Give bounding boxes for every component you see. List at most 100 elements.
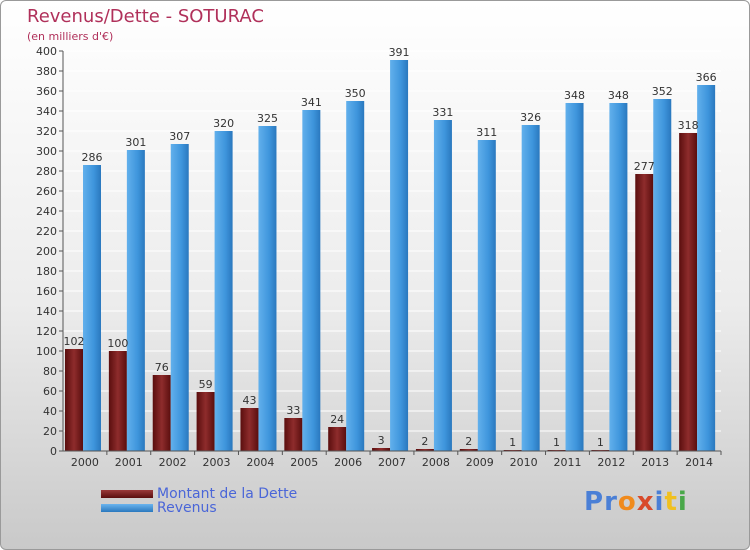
data-label-dette: 43 [242,394,256,407]
y-tick-label: 0 [50,445,57,458]
logo-letter: i [654,487,665,517]
y-axis-ticks: 0 20 40 60 80 100 120 140 160 180 200 220 240 260 280 3… [36,45,63,458]
y-tick-label: 200 [36,245,57,258]
bar-dette [284,418,303,451]
data-label-dette: 1 [553,436,560,449]
data-label-dette: 1 [509,436,516,449]
data-label-revenus: 326 [520,111,541,124]
bar-dette [679,133,698,451]
data-label-revenus: 352 [652,85,673,98]
logo-letter: o [617,487,637,517]
bar-revenus [126,150,145,451]
data-label-dette: 2 [465,435,472,448]
x-tick-label: 2002 [159,456,187,469]
x-tick-label: 2011 [553,456,581,469]
logo-letter: P [584,487,605,517]
bar-dette [152,375,171,451]
x-tick-label: 2010 [510,456,538,469]
bar-dette [240,408,259,451]
data-label-revenus: 348 [608,89,629,102]
y-tick-label: 400 [36,45,57,58]
y-tick-label: 280 [36,165,57,178]
x-tick-label: 2012 [597,456,625,469]
bar-dette [459,449,478,451]
bar-revenus [258,126,277,451]
bar-dette [328,427,347,451]
bar-dette [415,449,434,451]
y-tick-label: 300 [36,145,57,158]
data-label-dette: 3 [378,434,385,447]
bar-revenus [609,103,628,451]
y-tick-label: 80 [43,365,57,378]
bar-dette [65,349,83,451]
bar-revenus [346,101,365,451]
chart-title: Revenus/Dette - SOTURAC [27,6,264,27]
y-tick-label: 60 [43,385,57,398]
proxiti-logo: Proxiti [584,487,688,517]
data-label-dette: 100 [107,337,128,350]
data-labels: 102 286 100 301 76 307 59 320 43 325 33 341 24 350 3 39… [64,46,717,449]
data-label-dette: 76 [155,361,169,374]
data-label-dette: 102 [64,335,85,348]
x-tick-label: 2001 [115,456,143,469]
data-label-revenus: 331 [432,106,453,119]
y-tick-label: 360 [36,85,57,98]
data-label-dette: 59 [199,378,213,391]
data-label-dette: 277 [634,160,655,173]
logo-letter: r [604,487,618,517]
x-axis-ticks: 2000 2001 2002 2003 2004 2005 2006 2007 2008 2009… [71,451,722,469]
bar-revenus [477,140,496,451]
bar-dette [372,448,391,451]
data-label-revenus: 307 [169,130,190,143]
y-tick-label: 120 [36,325,57,338]
x-tick-label: 2005 [290,456,318,469]
y-tick-label: 20 [43,425,57,438]
x-tick-label: 2003 [203,456,231,469]
y-tick-label: 260 [36,185,57,198]
y-tick-label: 100 [36,345,57,358]
y-tick-label: 340 [36,105,57,118]
data-label-dette: 33 [286,404,300,417]
data-label-revenus: 391 [389,46,410,59]
data-label-revenus: 325 [257,112,278,125]
legend-item-dette: Montant de la Dette [101,486,297,502]
legend: Montant de la Dette Revenus [101,486,297,516]
x-tick-label: 2008 [422,456,450,469]
data-label-revenus: 301 [125,136,146,149]
data-label-revenus: 311 [476,126,497,139]
data-label-dette: 318 [678,119,699,132]
bars [65,60,716,451]
bar-dette [108,351,127,451]
y-tick-label: 140 [36,305,57,318]
legend-swatch-dette [101,490,153,498]
logo-letter: x [636,487,655,517]
bar-revenus [433,120,452,451]
data-label-dette: 24 [330,413,344,426]
x-tick-label: 2013 [641,456,669,469]
data-label-revenus: 348 [564,89,585,102]
chart-subtitle: (en milliers d'€) [27,30,114,43]
data-label-revenus: 341 [301,96,322,109]
data-label-dette: 2 [421,435,428,448]
y-tick-label: 180 [36,265,57,278]
logo-letter: t [664,487,678,517]
bar-revenus [697,85,716,451]
bar-revenus [653,99,672,451]
y-tick-label: 240 [36,205,57,218]
x-tick-label: 2000 [71,456,99,469]
y-tick-label: 40 [43,405,57,418]
x-tick-label: 2004 [246,456,274,469]
bar-revenus [214,131,233,451]
x-tick-label: 2007 [378,456,406,469]
x-tick-label: 2014 [685,456,713,469]
data-label-revenus: 286 [82,151,103,164]
bar-dette [196,392,215,451]
bar-revenus [565,103,584,451]
bar-revenus [521,125,540,451]
bar-revenus [302,110,321,451]
y-tick-label: 220 [36,225,57,238]
legend-label-revenus: Revenus [157,500,217,516]
data-label-revenus: 350 [345,87,366,100]
